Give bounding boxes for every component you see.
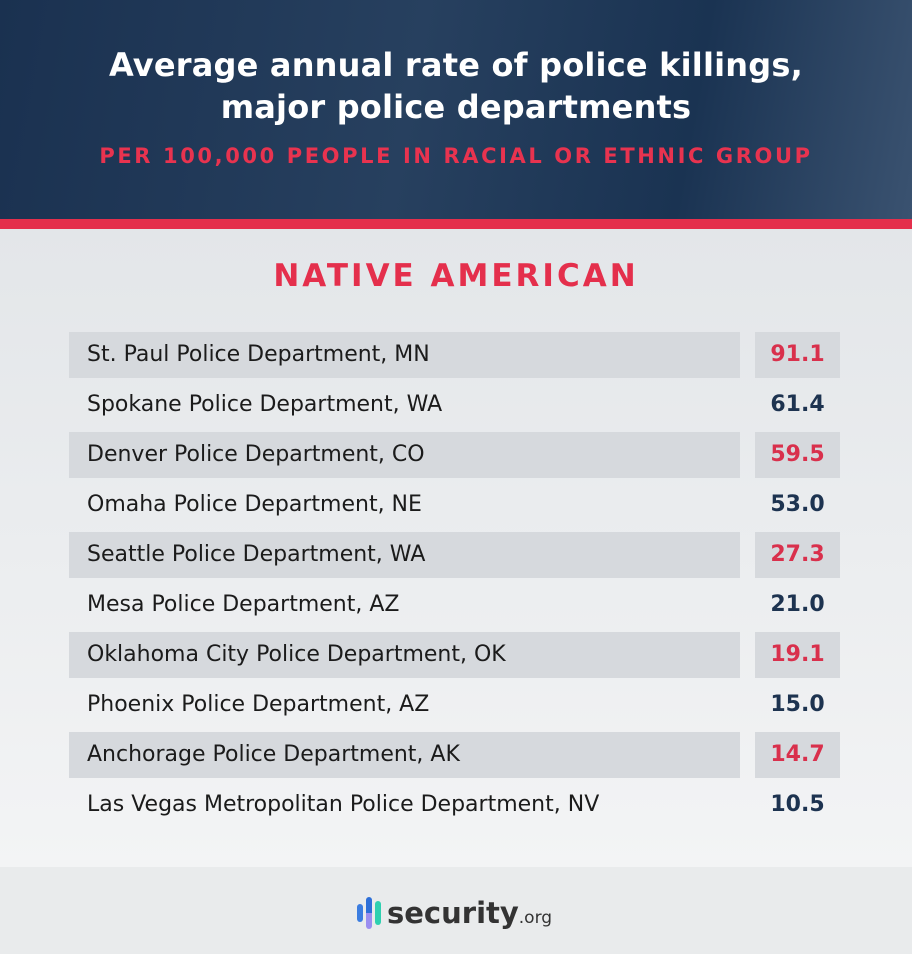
department-name: Anchorage Police Department, AK xyxy=(69,732,740,778)
title-line-2: major police departments xyxy=(220,88,692,126)
rate-value: 59.5 xyxy=(755,432,840,478)
table-row: Omaha Police Department, NE 53.0 xyxy=(69,482,840,528)
department-name: Las Vegas Metropolitan Police Department… xyxy=(87,792,600,817)
logo-text: security xyxy=(387,896,519,930)
title-line-1: Average annual rate of police killings, xyxy=(108,46,803,84)
table-row: Anchorage Police Department, AK 14.7 xyxy=(69,732,840,778)
logo-suffix: .org xyxy=(518,908,553,928)
rate-value: 61.4 xyxy=(770,392,825,417)
header-banner: Average annual rate of police killings, … xyxy=(0,0,912,219)
rate-value: 19.1 xyxy=(755,632,840,678)
rate-value: 21.0 xyxy=(770,592,825,617)
department-name: Spokane Police Department, WA xyxy=(87,392,443,417)
department-name: Denver Police Department, CO xyxy=(69,432,740,478)
rate-value: 53.0 xyxy=(770,492,825,517)
table-row: Spokane Police Department, WA 61.4 xyxy=(69,382,840,428)
footer xyxy=(0,867,912,954)
table-row: Mesa Police Department, AZ 21.0 xyxy=(69,582,840,628)
table-row: Oklahoma City Police Department, OK 19.1 xyxy=(69,632,840,678)
table-row: Phoenix Police Department, AZ 15.0 xyxy=(69,682,840,728)
department-name: Oklahoma City Police Department, OK xyxy=(69,632,740,678)
group-heading: NATIVE AMERICAN xyxy=(273,258,639,294)
department-name: Phoenix Police Department, AZ xyxy=(87,692,430,717)
table-row: Las Vegas Metropolitan Police Department… xyxy=(69,782,840,828)
chart-subtitle: PER 100,000 PEOPLE IN RACIAL OR ETHNIC G… xyxy=(99,144,813,168)
department-name: Seattle Police Department, WA xyxy=(69,532,740,578)
table-row: St. Paul Police Department, MN 91.1 xyxy=(69,332,840,378)
department-name: St. Paul Police Department, MN xyxy=(69,332,740,378)
chart-title: Average annual rate of police killings, … xyxy=(0,44,912,128)
table-row: Seattle Police Department, WA 27.3 xyxy=(69,532,840,578)
divider xyxy=(0,219,912,229)
table-row: Denver Police Department, CO 59.5 xyxy=(69,432,840,478)
department-name: Omaha Police Department, NE xyxy=(87,492,422,517)
security-org-logo: security .org xyxy=(357,896,552,930)
rate-value: 10.5 xyxy=(770,792,825,817)
department-name: Mesa Police Department, AZ xyxy=(87,592,400,617)
rate-value: 91.1 xyxy=(755,332,840,378)
logo-icon xyxy=(357,897,381,929)
rate-value: 15.0 xyxy=(770,692,825,717)
rate-value: 14.7 xyxy=(755,732,840,778)
rate-value: 27.3 xyxy=(755,532,840,578)
